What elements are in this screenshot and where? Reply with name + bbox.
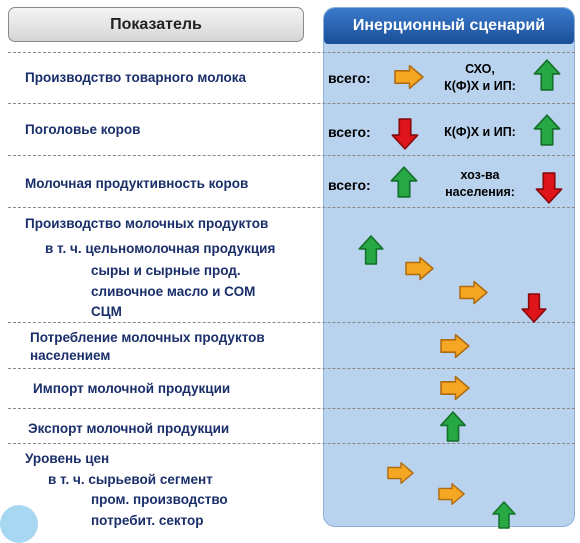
row-separator [8,155,575,156]
sxo-label-line2: К(Ф)Х и ИП: [444,79,516,93]
row-label-prices: Уровень цен [25,451,110,466]
arrow-right-icon [440,375,471,401]
row-label-productivity: Молочная продуктивность коров [25,176,249,191]
arrow-down-icon [521,293,547,323]
row-label-industrial: пром. производство [91,492,228,507]
row-separator [8,322,575,323]
households-label-line2: населения: [445,185,515,199]
arrow-down-icon [391,118,419,150]
row-label-raw-segment: в т. ч. сырьевой сегмент [48,472,213,487]
indicator-header: Показатель [8,7,304,42]
row-label-scm: СЦМ [91,304,122,319]
row-separator [8,207,575,208]
arrow-up-icon [439,411,467,442]
total-label: всего: [328,124,371,140]
arrow-right-icon [405,256,435,281]
row-label-cows: Поголовье коров [25,122,141,137]
total-label: всего: [328,177,371,193]
row-separator [8,368,575,369]
scenario-header: Инерционный сценарий [324,8,574,44]
arrow-right-icon [459,280,489,305]
row-separator [8,52,575,53]
row-label-butter: сливочное масло и СОМ [91,284,256,299]
households-label: хоз-ва [460,168,500,182]
arrow-up-icon [533,59,561,91]
arrow-up-icon [390,166,418,198]
arrow-down-icon [535,172,563,204]
sxo-label: СХО, [465,62,495,76]
row-label-whole-milk: в т. ч. цельномолочная продукция [45,241,276,256]
arrow-right-icon [394,64,425,90]
row-label-milk-production: Производство товарного молока [25,70,247,85]
arrow-right-icon [440,333,471,359]
row-label-cheese: сыры и сырные прод. [91,263,241,278]
row-separator [8,103,575,104]
row-separator [8,408,575,409]
row-label-import: Импорт молочной продукции [33,381,231,396]
row-label-consumer: потребит. сектор [91,513,204,528]
total-label: всего: [328,70,371,86]
row-label-export: Экспорт молочной продукции [28,421,230,436]
row-separator [8,443,575,444]
row-label-dairy-products: Производство молочных продуктов [25,216,269,231]
kfh-label: К(Ф)Х и ИП: [444,125,516,139]
corner-decoration [0,505,38,543]
arrow-up-icon [491,501,517,529]
arrow-up-icon [533,114,561,146]
arrow-right-icon [438,482,466,506]
row-label-consumption: Потребление молочных продуктов [30,330,265,345]
arrow-up-icon [358,235,384,265]
arrow-right-icon [387,461,415,485]
row-label-consumption-line2: населением [30,348,111,363]
